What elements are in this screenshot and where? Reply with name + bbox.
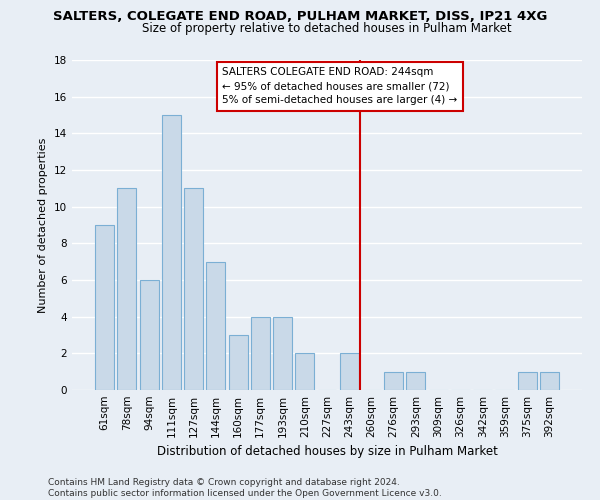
Title: Size of property relative to detached houses in Pulham Market: Size of property relative to detached ho… [142,22,512,35]
Bar [140,280,158,390]
Bar [540,372,559,390]
Bar [95,225,114,390]
Bar [406,372,425,390]
Y-axis label: Number of detached properties: Number of detached properties [38,138,49,312]
Bar [251,316,270,390]
Bar [518,372,536,390]
Bar [384,372,403,390]
Bar [340,354,359,390]
Bar [206,262,225,390]
Text: SALTERS COLEGATE END ROAD: 244sqm
← 95% of detached houses are smaller (72)
5% o: SALTERS COLEGATE END ROAD: 244sqm ← 95% … [223,68,458,106]
Text: Contains HM Land Registry data © Crown copyright and database right 2024.
Contai: Contains HM Land Registry data © Crown c… [48,478,442,498]
Text: SALTERS, COLEGATE END ROAD, PULHAM MARKET, DISS, IP21 4XG: SALTERS, COLEGATE END ROAD, PULHAM MARKE… [53,10,547,23]
Bar [162,115,181,390]
Bar [229,335,248,390]
Bar [118,188,136,390]
X-axis label: Distribution of detached houses by size in Pulham Market: Distribution of detached houses by size … [157,446,497,458]
Bar [295,354,314,390]
Bar [273,316,292,390]
Bar [184,188,203,390]
